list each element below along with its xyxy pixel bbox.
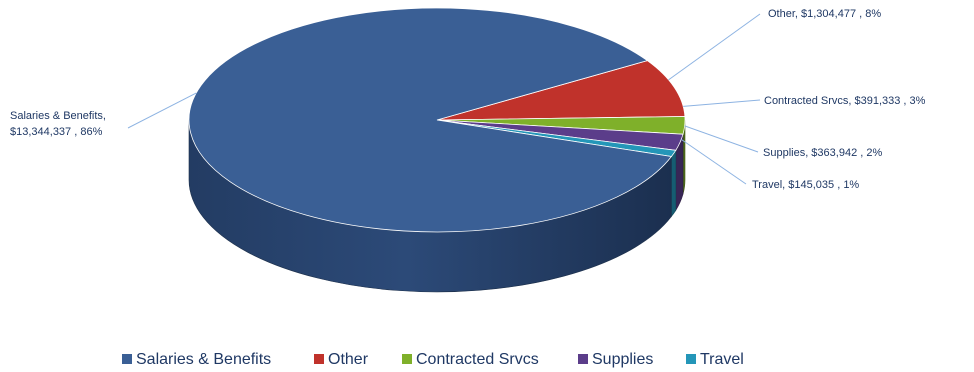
data-label-salaries-benefits: Salaries & Benefits, bbox=[10, 110, 106, 122]
data-label-salaries-benefits-line2: $13,344,337 , 86% bbox=[10, 126, 103, 138]
leader-line-contracted-srvcs bbox=[683, 99, 761, 107]
data-label-other: Other, $1,304,477 , 8% bbox=[768, 8, 881, 20]
leader-line-supplies bbox=[684, 125, 759, 153]
legend-swatch-travel bbox=[686, 354, 696, 364]
legend-swatch-contracted-srvcs bbox=[402, 354, 412, 364]
legend: Salaries & Benefits Other Contracted Srvcs… bbox=[122, 351, 744, 368]
legend-swatch-salaries-benefits bbox=[122, 354, 132, 364]
legend-label-salaries-benefits: Salaries & Benefits bbox=[136, 351, 271, 368]
legend-label-other: Other bbox=[328, 351, 369, 368]
data-label-supplies: Supplies, $363,942 , 2% bbox=[763, 147, 882, 159]
legend-label-contracted-srvcs: Contracted Srvcs bbox=[416, 351, 539, 368]
leader-lines bbox=[127, 13, 761, 185]
leader-line-travel bbox=[680, 138, 747, 185]
data-label-contracted-srvcs: Contracted Srvcs, $391,333 , 3% bbox=[764, 95, 926, 107]
pie-slice-salaries-benefits bbox=[188, 7, 673, 233]
pie-side-travel bbox=[671, 149, 677, 218]
pie-slice-other bbox=[436, 60, 686, 121]
leader-line-salaries-benefits bbox=[127, 92, 197, 129]
legend-swatch-supplies bbox=[578, 354, 588, 364]
legend-label-travel: Travel bbox=[700, 351, 744, 368]
legend-label-supplies: Supplies bbox=[592, 351, 653, 368]
leader-line-other bbox=[668, 13, 761, 81]
pie-tops bbox=[188, 7, 686, 233]
legend-swatch-other bbox=[314, 354, 324, 364]
data-labels: Other, $1,304,477 , 8% Contracted Srvcs, … bbox=[10, 8, 926, 191]
data-label-travel: Travel, $145,035 , 1% bbox=[752, 179, 859, 191]
